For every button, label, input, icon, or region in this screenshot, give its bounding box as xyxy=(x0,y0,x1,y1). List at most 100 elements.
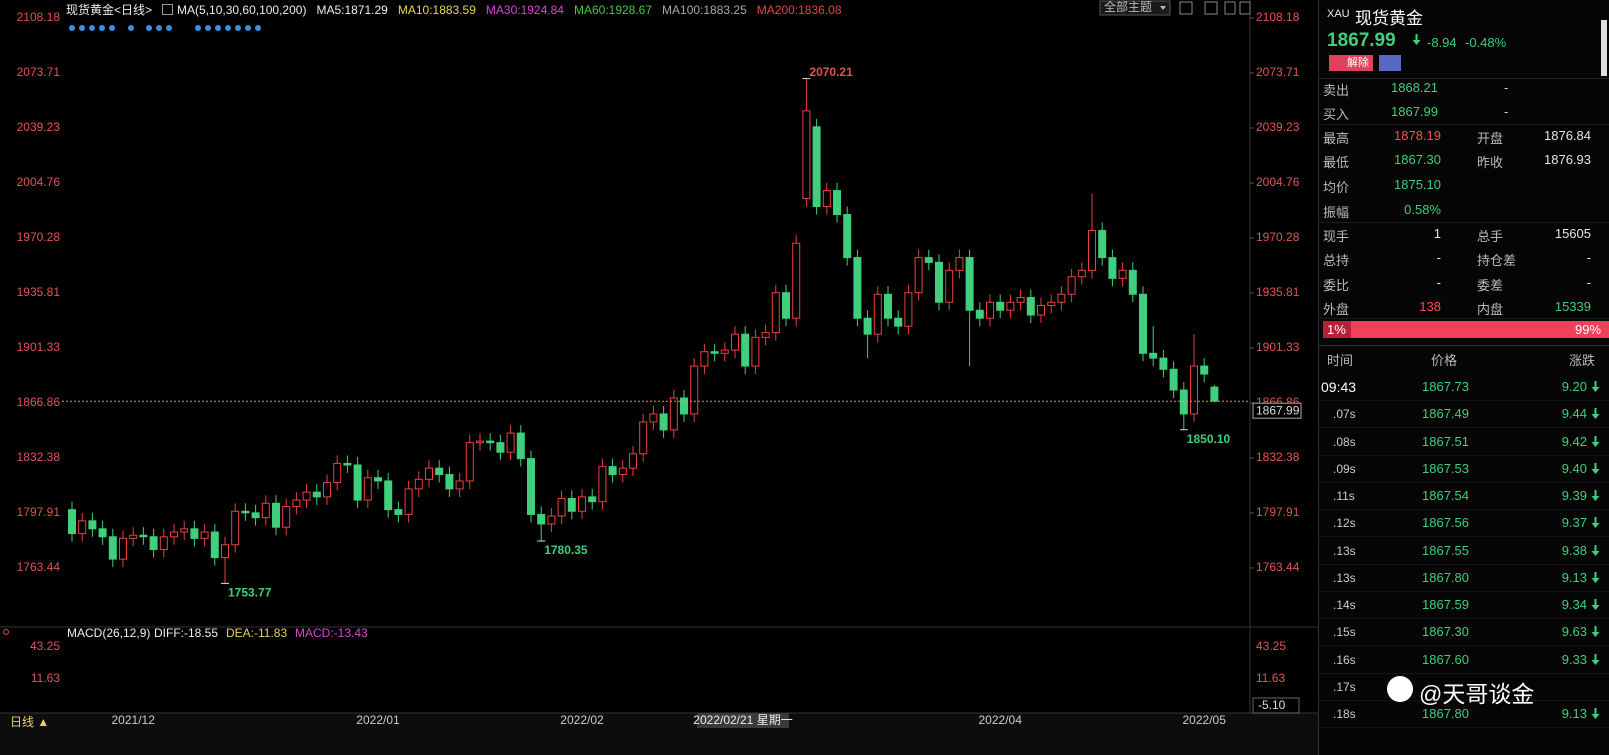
candle-body xyxy=(496,442,505,453)
candle-body xyxy=(1190,365,1198,415)
y-tick-label: 2039.23 xyxy=(17,120,61,134)
field-value: - xyxy=(1436,275,1441,290)
field-label: 外盘 xyxy=(1323,302,1350,317)
field-value: - xyxy=(1504,104,1509,119)
unlock-button[interactable]: 解除 xyxy=(1329,55,1373,71)
candle-body xyxy=(129,534,138,539)
pane-marker xyxy=(3,629,9,635)
table-header: 时间 xyxy=(1327,353,1354,368)
candle-body xyxy=(741,333,750,367)
tick-time: 09:43 xyxy=(1321,379,1357,395)
tick-arrow xyxy=(1591,599,1600,614)
candle-body xyxy=(282,505,291,528)
candle-body xyxy=(700,351,709,367)
y-tick-label: 2108.18 xyxy=(17,10,61,24)
low-label: 1753.77 xyxy=(228,586,272,600)
candle-body xyxy=(108,536,117,560)
field-label: 最高 xyxy=(1323,131,1350,146)
candle-body xyxy=(567,497,576,512)
field-value: 1867.99 xyxy=(1391,104,1438,119)
y-tick-label: 1832.38 xyxy=(1256,450,1300,464)
watermark: @天哥谈金 xyxy=(1419,681,1535,707)
indicator-dots xyxy=(69,25,261,31)
field-value: - xyxy=(1586,275,1591,290)
candle-body xyxy=(1149,352,1158,359)
settings-icon[interactable] xyxy=(162,4,174,15)
quote-panel: XAU 现货黄金 1867.99 -8.94 -0.48% 解除 卖出 1868.21 - 买入 1… xyxy=(1318,0,1609,755)
chart: MACD(26,12,9) DIFF:-18.55 DEA:-11.83 MAC… xyxy=(0,0,1318,755)
field-label: 卖出 xyxy=(1323,83,1350,98)
tool-icon[interactable] xyxy=(1224,1,1236,15)
ma-label: MA5:1871.29 xyxy=(316,2,388,17)
candle-body xyxy=(771,292,780,334)
crosshair-box xyxy=(697,713,789,728)
tick-price: 1867.56 xyxy=(1422,515,1469,531)
candle-body xyxy=(210,531,219,559)
down-arrow xyxy=(1412,34,1421,49)
tick-change: 9.42 xyxy=(1561,433,1587,449)
x-tick-label: 2021/12 xyxy=(112,713,156,727)
tick-price: 1867.59 xyxy=(1422,597,1469,612)
candle-body xyxy=(333,462,342,484)
candle-body xyxy=(1200,365,1209,375)
candle-body xyxy=(833,190,841,216)
tick-price: 1867.54 xyxy=(1422,488,1469,503)
theme-button[interactable] xyxy=(1099,0,1171,16)
macd-diff: DIFF:-18.55 xyxy=(154,626,218,640)
y-tick-label: 1970.28 xyxy=(17,230,61,244)
row-separator xyxy=(1319,645,1609,647)
alert-button[interactable] xyxy=(1379,55,1401,71)
tick-price: 1867.51 xyxy=(1422,433,1469,449)
tick-time: .07s xyxy=(1333,407,1356,422)
field-value: 1878.19 xyxy=(1394,128,1441,143)
tool-icon[interactable] xyxy=(1179,1,1193,15)
y-tick-label: 1901.33 xyxy=(17,340,61,354)
y-tick-label: 2108.18 xyxy=(1256,10,1300,24)
candle-body xyxy=(88,520,97,530)
change: -8.94 xyxy=(1427,35,1457,50)
y-tick-label: 2004.76 xyxy=(1256,175,1300,189)
candle-body xyxy=(863,317,872,335)
candle-body xyxy=(445,474,454,490)
candle-body xyxy=(1037,304,1045,316)
ratio-sell: 99% xyxy=(1575,322,1602,337)
field-value: 1867.30 xyxy=(1394,152,1441,167)
tick-time: .16s xyxy=(1333,652,1356,667)
row-separator xyxy=(1319,427,1609,429)
ratio-bar-sell xyxy=(1351,321,1609,338)
candle-body xyxy=(1006,301,1015,311)
field-value: 1868.21 xyxy=(1391,80,1438,95)
macd-axis-label: 43.25 xyxy=(1256,639,1286,653)
field-value: 1876.84 xyxy=(1544,128,1591,143)
candle-body xyxy=(618,467,627,476)
row-separator xyxy=(1319,481,1609,483)
candle-body xyxy=(924,257,933,263)
y-tick-label: 1832.38 xyxy=(17,450,61,464)
candle-body xyxy=(680,397,688,415)
tool-icon[interactable] xyxy=(1239,1,1251,15)
candle-body xyxy=(98,528,107,538)
macd-axis-label: -5.10 xyxy=(1258,698,1286,712)
tick-time: .09s xyxy=(1333,461,1356,476)
candle-body xyxy=(231,510,240,546)
candle-body xyxy=(302,491,311,501)
field-label: 昨收 xyxy=(1477,155,1504,170)
y-tick-label: 1763.44 xyxy=(17,560,61,574)
candle-body xyxy=(261,502,270,519)
candle-body xyxy=(996,301,1005,311)
candle-body xyxy=(455,480,464,490)
candle-body xyxy=(1026,296,1035,316)
period-button[interactable]: 日线 ▲ xyxy=(10,715,49,729)
candle-body xyxy=(649,413,658,423)
indicator-name: MA(5,10,30,60,100,200) xyxy=(177,2,307,17)
tool-icon[interactable] xyxy=(1204,1,1218,15)
row-separator xyxy=(1319,509,1609,510)
separator xyxy=(1319,222,1609,223)
tick-time: .14s xyxy=(1333,598,1356,612)
candle-body xyxy=(975,309,984,319)
y-tick-label: 1797.91 xyxy=(17,505,61,519)
row-separator xyxy=(1319,590,1609,592)
candle-body xyxy=(353,464,362,501)
tick-change: 9.20 xyxy=(1561,379,1587,394)
